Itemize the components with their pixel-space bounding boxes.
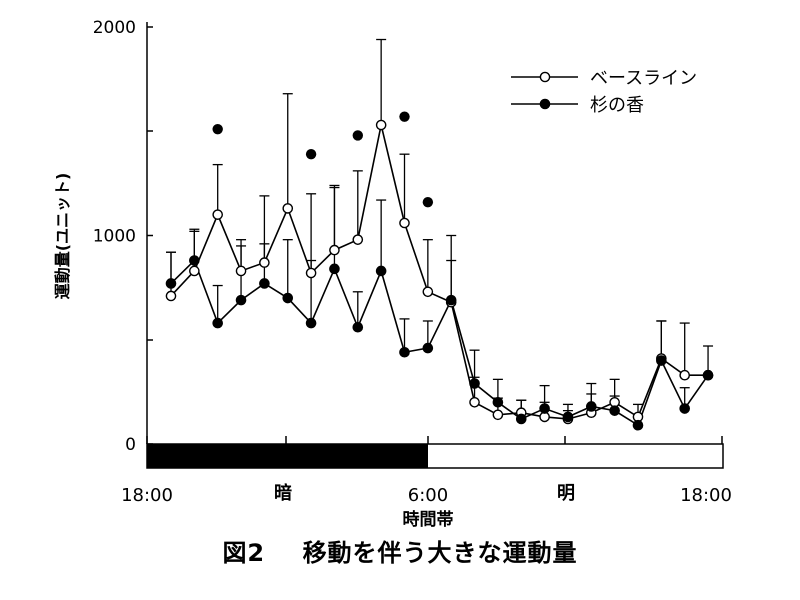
data-point-series-2 bbox=[609, 405, 620, 416]
data-point-series-2 bbox=[492, 396, 504, 408]
legend-label-1: ベースライン bbox=[590, 68, 697, 89]
data-point-series-2 bbox=[235, 294, 247, 306]
data-point-series-2 bbox=[632, 419, 644, 431]
significance-markers-layer bbox=[212, 111, 434, 208]
data-point-series-1 bbox=[329, 244, 340, 256]
significance-marker bbox=[305, 148, 317, 160]
data-point-series-1 bbox=[189, 265, 200, 277]
significance-marker bbox=[399, 111, 410, 122]
data-point-series-2 bbox=[189, 255, 200, 266]
data-point-series-1 bbox=[235, 265, 247, 277]
significance-marker bbox=[212, 123, 223, 135]
data-point-series-2 bbox=[259, 278, 270, 289]
data-point-series-2 bbox=[375, 265, 387, 277]
y-axis-label: 運動量(ユニット) bbox=[53, 173, 72, 300]
data-point-series-1 bbox=[422, 286, 434, 298]
data-point-series-2 bbox=[212, 317, 223, 329]
series-line-1 bbox=[170, 124, 709, 420]
x-tick-label: 6:00 bbox=[408, 485, 448, 506]
data-point-series-1 bbox=[679, 369, 691, 381]
dark-period-label: 暗 bbox=[274, 482, 292, 504]
data-point-series-1 bbox=[305, 267, 317, 279]
figure-title: 移動を伴う大きな運動量 bbox=[302, 539, 578, 567]
series-markers-layer bbox=[165, 119, 714, 431]
data-point-series-1 bbox=[212, 209, 223, 220]
data-point-series-1 bbox=[399, 217, 410, 229]
data-point-series-2 bbox=[586, 401, 597, 412]
y-tick-label: 2000 bbox=[93, 18, 136, 38]
series-line-2 bbox=[170, 259, 709, 427]
data-point-series-2 bbox=[562, 411, 574, 423]
data-point-series-2 bbox=[165, 278, 177, 289]
legend-marker-2 bbox=[539, 98, 551, 110]
y-tick-label: 1000 bbox=[93, 227, 136, 247]
figure-number: 図2 bbox=[222, 539, 266, 567]
data-point-series-2 bbox=[399, 346, 410, 358]
legend-label-2: 杉の香 bbox=[590, 95, 644, 116]
x-tick-label: 18:00 bbox=[121, 485, 173, 506]
data-point-series-2 bbox=[679, 403, 691, 414]
series-lines-layer bbox=[170, 124, 709, 427]
data-point-series-1 bbox=[375, 119, 387, 131]
figure-caption: 図2 移動を伴う大きな運動量 bbox=[0, 533, 800, 568]
data-point-series-1 bbox=[259, 257, 270, 268]
data-point-series-1 bbox=[282, 203, 294, 214]
data-point-series-2 bbox=[282, 292, 294, 304]
data-point-series-1 bbox=[352, 234, 364, 245]
y-tick-label: 0 bbox=[125, 435, 136, 455]
significance-marker bbox=[352, 130, 363, 141]
significance-marker bbox=[422, 196, 434, 208]
data-point-series-2 bbox=[352, 321, 364, 333]
dark-period-bar bbox=[147, 444, 428, 468]
data-point-series-2 bbox=[469, 378, 480, 389]
legend-marker-1 bbox=[539, 71, 551, 83]
data-point-series-2 bbox=[702, 369, 714, 381]
data-point-series-2 bbox=[305, 317, 317, 329]
data-point-series-2 bbox=[656, 355, 667, 366]
data-point-series-2 bbox=[445, 294, 457, 306]
x-axis-label: 時間帯 bbox=[403, 509, 454, 530]
data-point-series-2 bbox=[539, 403, 550, 414]
light-period-label: 明 bbox=[557, 483, 575, 504]
data-point-series-2 bbox=[422, 342, 434, 354]
data-point-series-2 bbox=[329, 263, 340, 275]
data-point-series-2 bbox=[515, 413, 527, 425]
data-point-series-1 bbox=[492, 409, 504, 421]
data-point-series-1 bbox=[165, 290, 177, 302]
x-tick-label: 18:00 bbox=[680, 485, 732, 506]
data-point-series-1 bbox=[469, 396, 480, 408]
